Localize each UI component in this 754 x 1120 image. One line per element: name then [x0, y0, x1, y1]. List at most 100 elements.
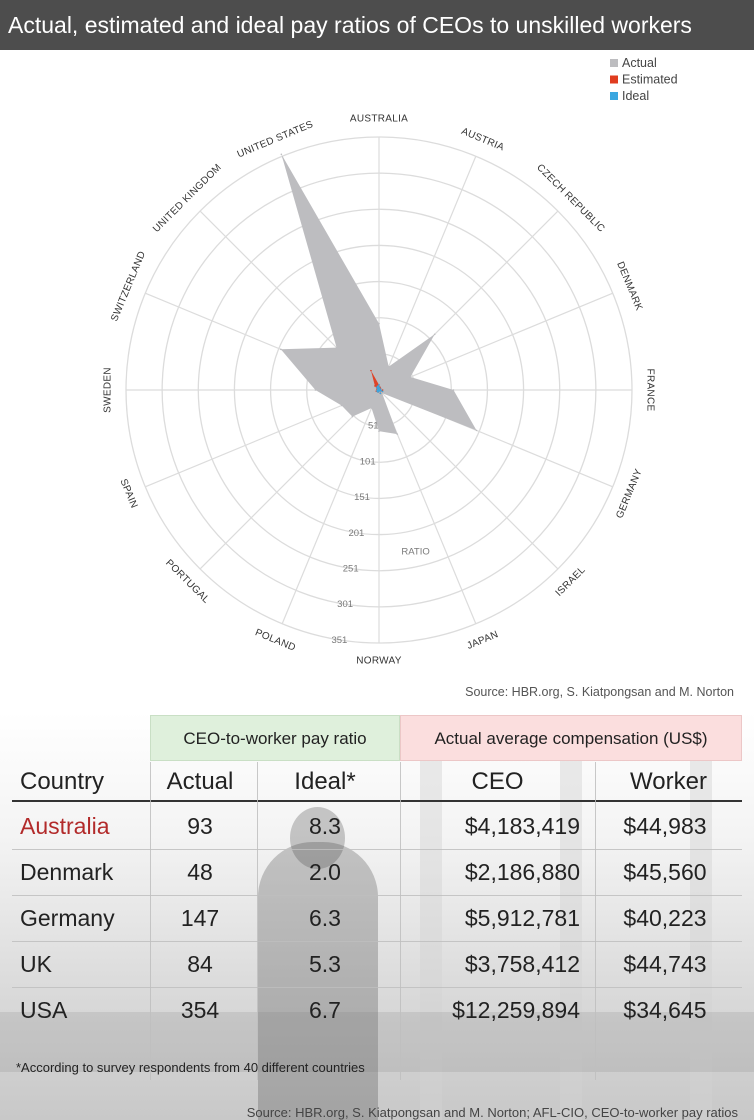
- column-header-country: Country: [20, 768, 105, 795]
- data-point-actual: [433, 333, 436, 336]
- radar-series: [280, 153, 478, 435]
- ceo-pay-cell: $4,183,419: [464, 813, 580, 839]
- page-title: Actual, estimated and ideal pay ratios o…: [0, 0, 754, 50]
- legend-swatch-ideal: [610, 92, 618, 100]
- background-chairs: [0, 1012, 754, 1072]
- worker-pay-cell: $44,743: [623, 951, 707, 977]
- ring-axis-title: RATIO: [401, 547, 429, 558]
- ideal-ratio-cell: 5.3: [309, 951, 341, 977]
- legend-label-estimated: Estimated: [622, 73, 678, 87]
- ring-value-label: 251: [343, 564, 359, 575]
- chart-source: Source: HBR.org, S. Kiatpongsan and M. N…: [465, 685, 734, 699]
- ring-value-label: 151: [354, 492, 370, 503]
- data-point-actual: [475, 429, 478, 432]
- data-point-ideal: [380, 389, 382, 391]
- background-window-pillar: [420, 752, 442, 1120]
- column-header-ceo: CEO: [471, 768, 524, 795]
- ring-value-label: 301: [337, 599, 353, 610]
- ring-value-label: 51: [368, 421, 379, 432]
- axis-label: DENMARK: [614, 260, 644, 312]
- chart-legend: Actual Estimated Ideal: [610, 56, 678, 103]
- country-cell: UK: [20, 951, 52, 977]
- data-point-actual: [280, 153, 283, 156]
- worker-pay-cell: $44,983: [623, 813, 707, 839]
- country-cell: Germany: [20, 905, 115, 931]
- pay-table-section: CEO-to-worker pay ratio Actual average c…: [0, 712, 754, 1120]
- table-row: USA 354 6.7 $12,259,894 $34,645: [12, 988, 742, 1033]
- column-header-ideal: Ideal*: [294, 768, 356, 795]
- radar-spoke: [378, 156, 477, 391]
- data-point-actual: [381, 392, 383, 394]
- axis-label: POLAND: [253, 627, 297, 654]
- data-point-actual: [378, 430, 380, 433]
- data-point-actual: [387, 365, 390, 368]
- ring-value-label: 101: [360, 456, 376, 467]
- actual-ratio-cell: 84: [187, 951, 213, 977]
- ideal-ratio-cell: 8.3: [309, 813, 341, 839]
- legend-swatch-estimated: [610, 75, 618, 84]
- ring-labels: 51 101 151 201 251 301 351 RATIO: [331, 421, 429, 646]
- country-cell: Denmark: [20, 859, 114, 885]
- data-point-actual: [351, 415, 354, 418]
- header-divider: [12, 800, 742, 802]
- data-point-actual: [378, 322, 380, 325]
- table-footnote: *According to survey respondents from 40…: [16, 1060, 365, 1075]
- axis-label: FRANCE: [644, 369, 655, 412]
- background-figure-head: [290, 807, 345, 869]
- ceo-pay-cell: $2,186,880: [464, 859, 580, 885]
- table-row: Denmark 48 2.0 $2,186,880 $45,560: [12, 850, 742, 896]
- column-divider: [150, 762, 151, 1080]
- background-figure-silhouette: [258, 842, 378, 1120]
- worker-pay-cell: $34,645: [623, 997, 707, 1023]
- radar-spoke: [378, 389, 559, 570]
- table-row: Australia 93 8.3 $4,183,419 $44,983: [12, 804, 742, 850]
- data-point-actual: [340, 404, 343, 407]
- column-header-actual: Actual: [166, 768, 234, 795]
- legend-swatch-actual: [610, 59, 618, 67]
- column-divider: [400, 762, 401, 1080]
- table-row: UK 84 5.3 $3,758,412 $44,743: [12, 942, 742, 988]
- ceo-pay-cell: $5,912,781: [464, 905, 580, 931]
- ring-value-label: 351: [331, 635, 347, 646]
- worker-pay-cell: $40,223: [623, 905, 707, 931]
- background-window-pillar: [690, 752, 712, 1120]
- axis-label: JAPAN: [465, 629, 500, 652]
- radar-spoke: [378, 292, 613, 391]
- data-point-actual: [314, 389, 317, 391]
- column-divider: [595, 762, 596, 1080]
- axis-label: AUSTRALIA: [350, 114, 408, 125]
- actual-ratio-cell: 147: [180, 905, 220, 931]
- axis-label: ISRAEL: [554, 565, 588, 599]
- radar-spoke: [145, 389, 380, 488]
- country-cell: Australia: [20, 813, 110, 839]
- data-point-actual: [396, 433, 399, 435]
- ring-value-label: 201: [348, 528, 364, 539]
- actual-ratio-cell: 48: [187, 859, 213, 885]
- data-point-ideal: [376, 388, 379, 391]
- background-window-pillar: [560, 752, 582, 1120]
- column-header-worker: Worker: [630, 768, 707, 795]
- axis-label: UNITED STATES: [236, 119, 315, 160]
- axis-label: NORWAY: [356, 656, 402, 667]
- table-row: Germany 147 6.3 $5,912,781 $40,223: [12, 896, 742, 942]
- data-point-ideal: [378, 383, 380, 386]
- data-point-estimated: [374, 385, 376, 387]
- legend-label-actual: Actual: [622, 56, 657, 70]
- actual-ratio-cell: 93: [187, 813, 213, 839]
- data-point-actual: [409, 376, 412, 378]
- radar-chart: 51 101 151 201 251 301 351 RATIO AUSTRALIA AUSTR…: [103, 56, 678, 667]
- table-source: Source: HBR.org, S. Kiatpongsan and M. N…: [246, 1105, 738, 1120]
- axis-label: AUSTRIA: [460, 126, 506, 154]
- radar-spoke: [281, 389, 380, 624]
- series-actual-area: [280, 154, 477, 435]
- ceo-pay-cell: $12,259,894: [452, 997, 580, 1023]
- radar-spoke: [199, 389, 380, 570]
- compensation-group-header: Actual average compensation (US$): [400, 715, 742, 761]
- worker-pay-cell: $45,560: [623, 859, 707, 885]
- data-point-estimated: [370, 369, 372, 372]
- actual-ratio-cell: 354: [180, 997, 220, 1023]
- country-cell: USA: [20, 997, 68, 1023]
- axis-label: SWITZERLAND: [109, 250, 148, 323]
- legend-label-ideal: Ideal: [622, 89, 649, 103]
- data-point-estimated: [381, 389, 384, 391]
